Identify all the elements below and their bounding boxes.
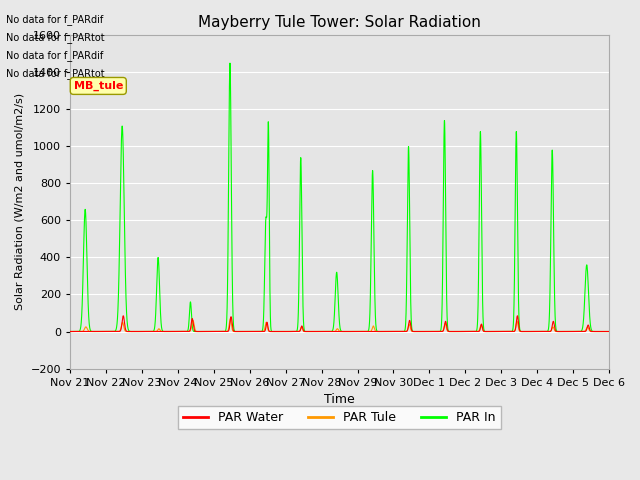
Text: No data for f_PARtot: No data for f_PARtot	[6, 68, 105, 79]
Text: No data for f_PARdif: No data for f_PARdif	[6, 50, 104, 61]
Text: MB_tule: MB_tule	[74, 81, 123, 91]
X-axis label: Time: Time	[324, 393, 355, 406]
Y-axis label: Solar Radiation (W/m2 and umol/m2/s): Solar Radiation (W/m2 and umol/m2/s)	[15, 94, 25, 311]
Text: No data for f_PARtot: No data for f_PARtot	[6, 32, 105, 43]
Legend: PAR Water, PAR Tule, PAR In: PAR Water, PAR Tule, PAR In	[178, 406, 501, 429]
Text: No data for f_PARdif: No data for f_PARdif	[6, 13, 104, 24]
Title: Mayberry Tule Tower: Solar Radiation: Mayberry Tule Tower: Solar Radiation	[198, 15, 481, 30]
